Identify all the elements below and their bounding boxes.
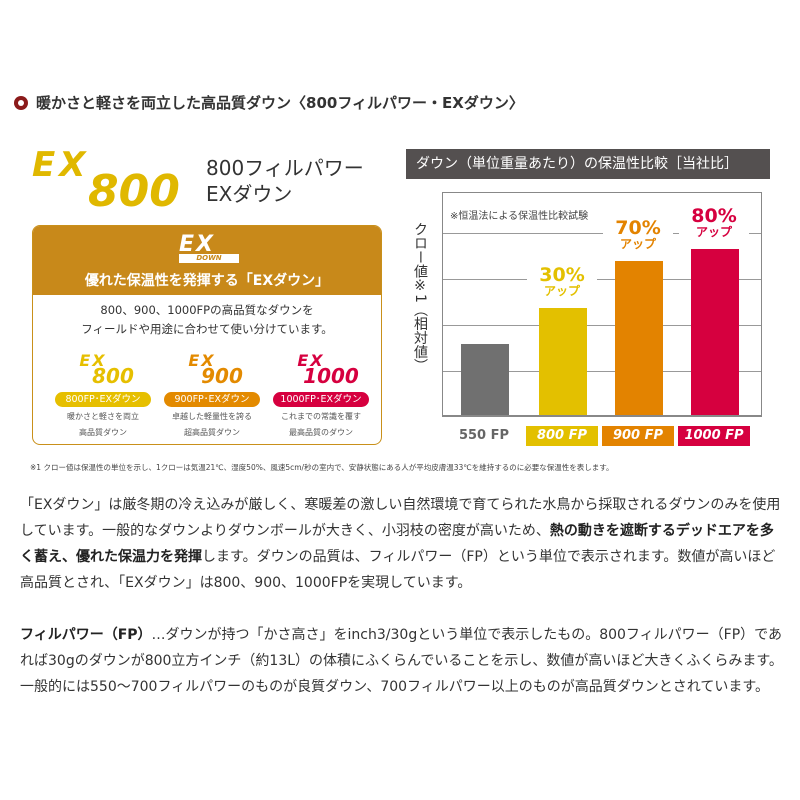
grade-logo-ex: EX xyxy=(79,351,107,370)
grade-900: EX 900 900FP･EXダウン 卓越した軽量性を誇る 超高品質ダウン xyxy=(162,351,262,439)
bar-1 xyxy=(539,308,587,415)
x-tick-label: 550 FP xyxy=(458,428,510,443)
section-heading: 暖かさと軽さを両立した高品質ダウン〈800フィルパワー・EXダウン〉 xyxy=(14,92,524,113)
paragraph-fillpower: フィルパワー（FP）…ダウンが持つ「かさ高さ」をinch3/30gという単位で表… xyxy=(20,622,784,700)
box-title: 優れた保温性を発揮する「EXダウン」 xyxy=(84,273,330,289)
chart-title: ダウン（単位重量あたり）の保温性比較［当社比］ xyxy=(406,149,770,179)
term: フィルパワー（FP） xyxy=(20,627,152,643)
chart-plot xyxy=(442,192,762,417)
box-header: EX DOWN 優れた保温性を発揮する「EXダウン」 xyxy=(33,226,381,295)
bar-2 xyxy=(615,261,663,415)
x-tick-label: 1000 FP xyxy=(678,426,750,446)
bar-0 xyxy=(461,344,509,415)
desc-line: フィールドや用途に合わせて使い分けています。 xyxy=(81,322,333,336)
grade-logo-ex: EX xyxy=(188,351,216,370)
grade-logo-num: 900 xyxy=(201,364,243,388)
pct-label: 70% xyxy=(603,219,673,238)
gridline xyxy=(443,325,761,326)
gridline xyxy=(443,279,761,280)
ex800-logo-ex: EX xyxy=(32,145,90,185)
heading-text: 暖かさと軽さを両立した高品質ダウン〈800フィルパワー・EXダウン〉 xyxy=(36,94,524,112)
grade-pill: 800FP･EXダウン xyxy=(55,392,151,407)
data-label: 30% アップ xyxy=(527,266,597,297)
up-label: アップ xyxy=(679,226,749,238)
exdown-logo: EX xyxy=(179,232,215,257)
x-tick-label: 800 FP xyxy=(526,426,598,446)
up-label: アップ xyxy=(603,238,673,250)
emphasis-text: 熱の動きを遮断するデッドエアを多く蓄え、優れた保温力を発揮 xyxy=(20,523,774,565)
grade-logo-num: 1000 xyxy=(303,364,359,388)
y-axis-label: クロー値※1（相対値） xyxy=(412,222,428,373)
grade-desc: これまでの常識を覆す xyxy=(281,412,361,421)
grade-pill: 1000FP･EXダウン xyxy=(273,392,369,407)
bullet-icon xyxy=(14,95,28,110)
up-label: アップ xyxy=(527,285,597,297)
grade-desc: 高品質ダウン xyxy=(79,428,127,437)
grade-pill: 900FP･EXダウン xyxy=(164,392,260,407)
exdown-info-box: EX DOWN 優れた保温性を発揮する「EXダウン」 800、900、1000F… xyxy=(32,225,382,445)
bar-3 xyxy=(691,249,739,415)
grade-desc: 最高品質のダウン xyxy=(289,428,353,437)
grade-1000: EX 1000 1000FP･EXダウン これまでの常識を覆す 最高品質のダウン xyxy=(271,351,371,439)
grade-desc: 暖かさと軽さを両立 xyxy=(67,412,139,421)
chart-note: ※恒温法による保温性比較試験 xyxy=(450,211,589,222)
gridline xyxy=(443,233,761,234)
paragraph-exdown: 「EXダウン」は厳冬期の冷え込みが厳しく、寒暖差の激しい自然環境で育てられた水鳥… xyxy=(20,492,784,596)
footnote: ※1 クロー値は保温性の単位を示し、1クローは気温21℃、湿度50%、風速5cm… xyxy=(30,463,614,472)
ex800-logo-num: 800 xyxy=(88,166,180,217)
text: 「EXダウン」は厳冬期の冷え込みが厳しく、寒暖差の激しい自然環境で育てられた水鳥… xyxy=(20,497,781,539)
grade-desc: 超高品質ダウン xyxy=(184,428,240,437)
pct-label: 30% xyxy=(527,266,597,285)
x-tick-label: 900 FP xyxy=(602,426,674,446)
product-name: 800フィルパワー EXダウン xyxy=(206,155,364,207)
pct-label: 80% xyxy=(679,207,749,226)
grade-logo-num: 800 xyxy=(92,364,134,388)
box-description: 800、900、1000FPの高品質なダウンを フィールドや用途に合わせて使い分… xyxy=(33,301,381,339)
data-label: 80% アップ xyxy=(679,207,749,238)
data-label: 70% アップ xyxy=(603,219,673,250)
text: します。ダウンの品質は、フィルパワー（FP）という単位で表示されます。数値が高い… xyxy=(20,549,776,591)
desc-line: 800、900、1000FPの高品質なダウンを xyxy=(100,303,314,317)
name-line2: EXダウン xyxy=(206,182,293,206)
gridline xyxy=(443,371,761,372)
grade-logo-ex: EX xyxy=(297,351,325,370)
grade-800: EX 800 800FP･EXダウン 暖かさと軽さを両立 高品質ダウン xyxy=(53,351,153,439)
grade-desc: 卓越した軽量性を誇る xyxy=(172,412,252,421)
name-line1: 800フィルパワー xyxy=(206,156,364,180)
text: …ダウンが持つ「かさ高さ」をinch3/30gという単位で表示したもの。800フ… xyxy=(20,627,783,695)
exdown-logo-down: DOWN xyxy=(179,254,239,263)
